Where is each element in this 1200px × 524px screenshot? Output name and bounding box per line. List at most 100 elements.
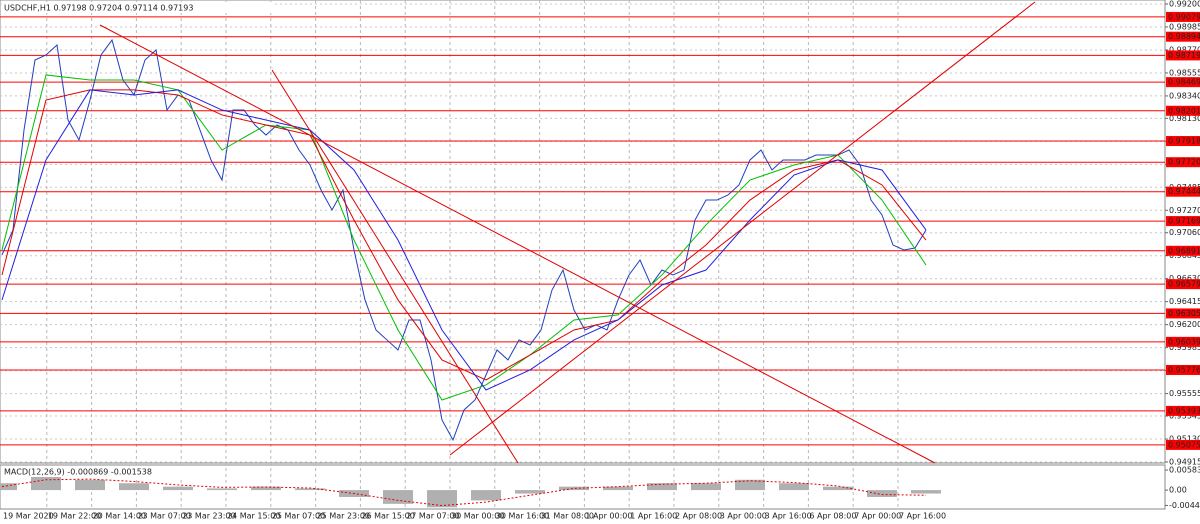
macd-bar xyxy=(295,488,325,491)
chart-title: USDCHF,H1 0.97198 0.97204 0.97114 0.9719… xyxy=(4,4,193,13)
x-tick-label: 27 Mar 07:00 xyxy=(406,512,459,521)
price-axis: 0.99200 0.98985 0.98770 0.98555 0.98340 0.981… xyxy=(3,0,1200,521)
level-label-bg xyxy=(1166,439,1200,450)
x-tick-label: 30 Mar 16:00 xyxy=(496,512,549,521)
macd-bar xyxy=(163,486,193,491)
level-label: 0.96305 xyxy=(1168,309,1200,318)
y-tick-label: 0.98130 xyxy=(1169,114,1200,123)
y-tick-label: 0.97270 xyxy=(1169,206,1200,215)
macd-bar xyxy=(207,488,237,491)
macd-bar xyxy=(647,483,677,491)
macd-bar xyxy=(471,490,501,501)
series-line xyxy=(1,74,927,401)
y-tick-label: 0.95345 xyxy=(1169,412,1200,421)
y-tick-label: 0.98985 xyxy=(1169,22,1200,31)
macd-bar xyxy=(515,490,545,494)
y-tick-label: 0.99200 xyxy=(1169,0,1200,9)
level-label-bg xyxy=(1166,77,1200,88)
macd-bar xyxy=(603,486,633,491)
y-tick-label: 0.95985 xyxy=(1169,343,1200,352)
level-label-bg xyxy=(1166,364,1200,375)
level-label-bg xyxy=(1166,31,1200,42)
y-tick-label: 0.005832 xyxy=(1169,466,1200,475)
series-line xyxy=(1,38,927,442)
y-tick-label: 0.96630 xyxy=(1169,274,1200,283)
level-label: 0.98719 xyxy=(1168,51,1200,60)
macd-bar xyxy=(911,490,941,494)
level-label: 0.96039 xyxy=(1168,337,1200,346)
trendline xyxy=(99,24,936,464)
x-tick-label: 2 Apr 08:00 xyxy=(675,512,722,521)
x-tick-label: 24 Mar 15:00 xyxy=(227,512,280,521)
macd-bar xyxy=(383,490,413,504)
x-tick-label: 25 Mar 23:00 xyxy=(317,512,370,521)
x-tick-label: 6 Apr 08:00 xyxy=(809,512,856,521)
x-tick-label: 31 Mar 08:00 xyxy=(541,512,594,521)
level-label-bg xyxy=(1166,308,1200,319)
trendline xyxy=(271,69,519,464)
level-label: 0.97720 xyxy=(1168,158,1200,167)
level-label: 0.95393 xyxy=(1168,406,1200,415)
level-label: 0.98201 xyxy=(1168,106,1200,115)
level-label: 0.96891 xyxy=(1168,246,1200,255)
title-bg xyxy=(2,2,272,13)
x-tick-label: 26 Mar 15:00 xyxy=(361,512,414,521)
macd-bar xyxy=(867,490,897,497)
level-label-bg xyxy=(1166,279,1200,290)
level-label-bg xyxy=(1166,105,1200,116)
macd-title: MACD(12,26,9) -0.000869 -0.001538 xyxy=(4,468,152,477)
x-tick-label: 30 Mar 00:00 xyxy=(451,512,504,521)
x-tick-label: 7 Apr 00:00 xyxy=(854,512,901,521)
x-tick-label: 23 Mar 23:00 xyxy=(182,512,235,521)
macd-bar xyxy=(119,483,149,491)
macd-bar xyxy=(735,479,765,491)
macd-bar xyxy=(0,483,17,491)
level-label: 0.96579 xyxy=(1168,280,1200,289)
x-tick-label: 7 Apr 16:00 xyxy=(899,512,946,521)
level-label: 0.99079 xyxy=(1168,12,1200,21)
level-label: 0.98469 xyxy=(1168,78,1200,87)
level-label-bg xyxy=(1166,50,1200,61)
y-tick-label: -0.004461 xyxy=(1169,501,1200,510)
main-panel xyxy=(0,0,1166,464)
y-tick-label: 0.00 xyxy=(1169,486,1187,495)
trendline xyxy=(449,1,1036,456)
level-label: 0.97444 xyxy=(1168,187,1200,196)
y-tick-label: 0.98770 xyxy=(1169,45,1200,54)
macd-signal xyxy=(1,478,927,507)
y-tick-label: 0.95555 xyxy=(1169,389,1200,398)
level-label-bg xyxy=(1166,216,1200,227)
level-label-bg xyxy=(1166,157,1200,168)
macd-bar xyxy=(75,479,105,491)
level-label: 0.97918 xyxy=(1168,137,1200,146)
series-line xyxy=(1,89,927,391)
level-label-bg xyxy=(1166,336,1200,347)
level-label: 0.95776 xyxy=(1168,365,1200,374)
macd-bar xyxy=(779,483,809,491)
macd-bar xyxy=(251,486,281,491)
x-tick-label: 25 Mar 07:00 xyxy=(272,512,325,521)
macd-title-bg xyxy=(2,467,202,477)
level-label-bg xyxy=(1166,11,1200,22)
x-tick-label: 3 Apr 16:00 xyxy=(765,512,812,521)
level-label-bg xyxy=(1166,405,1200,416)
level-label-bg xyxy=(1166,186,1200,197)
y-tick-label: 0.96415 xyxy=(1169,297,1200,306)
y-tick-label: 0.97060 xyxy=(1169,228,1200,237)
x-tick-label: 23 Mar 07:00 xyxy=(137,512,190,521)
y-tick-label: 0.98555 xyxy=(1169,68,1200,77)
x-tick-label: 20 Mar 14:00 xyxy=(93,512,146,521)
level-label: 0.95075 xyxy=(1168,440,1200,449)
y-tick-label: 0.98340 xyxy=(1169,91,1200,100)
level-label-bg xyxy=(1166,245,1200,256)
level-label: 0.97169 xyxy=(1168,217,1200,226)
macd-bar xyxy=(31,476,61,491)
x-tick-label: 19 Mar 2020 xyxy=(3,512,54,521)
x-tick-label: 1 Apr 00:00 xyxy=(585,512,632,521)
macd-bar xyxy=(427,490,457,508)
macd-bar xyxy=(691,483,721,491)
y-tick-label: 0.94915 xyxy=(1169,458,1200,467)
x-tick-label: 3 Apr 00:00 xyxy=(720,512,767,521)
macd-bar xyxy=(559,486,589,491)
